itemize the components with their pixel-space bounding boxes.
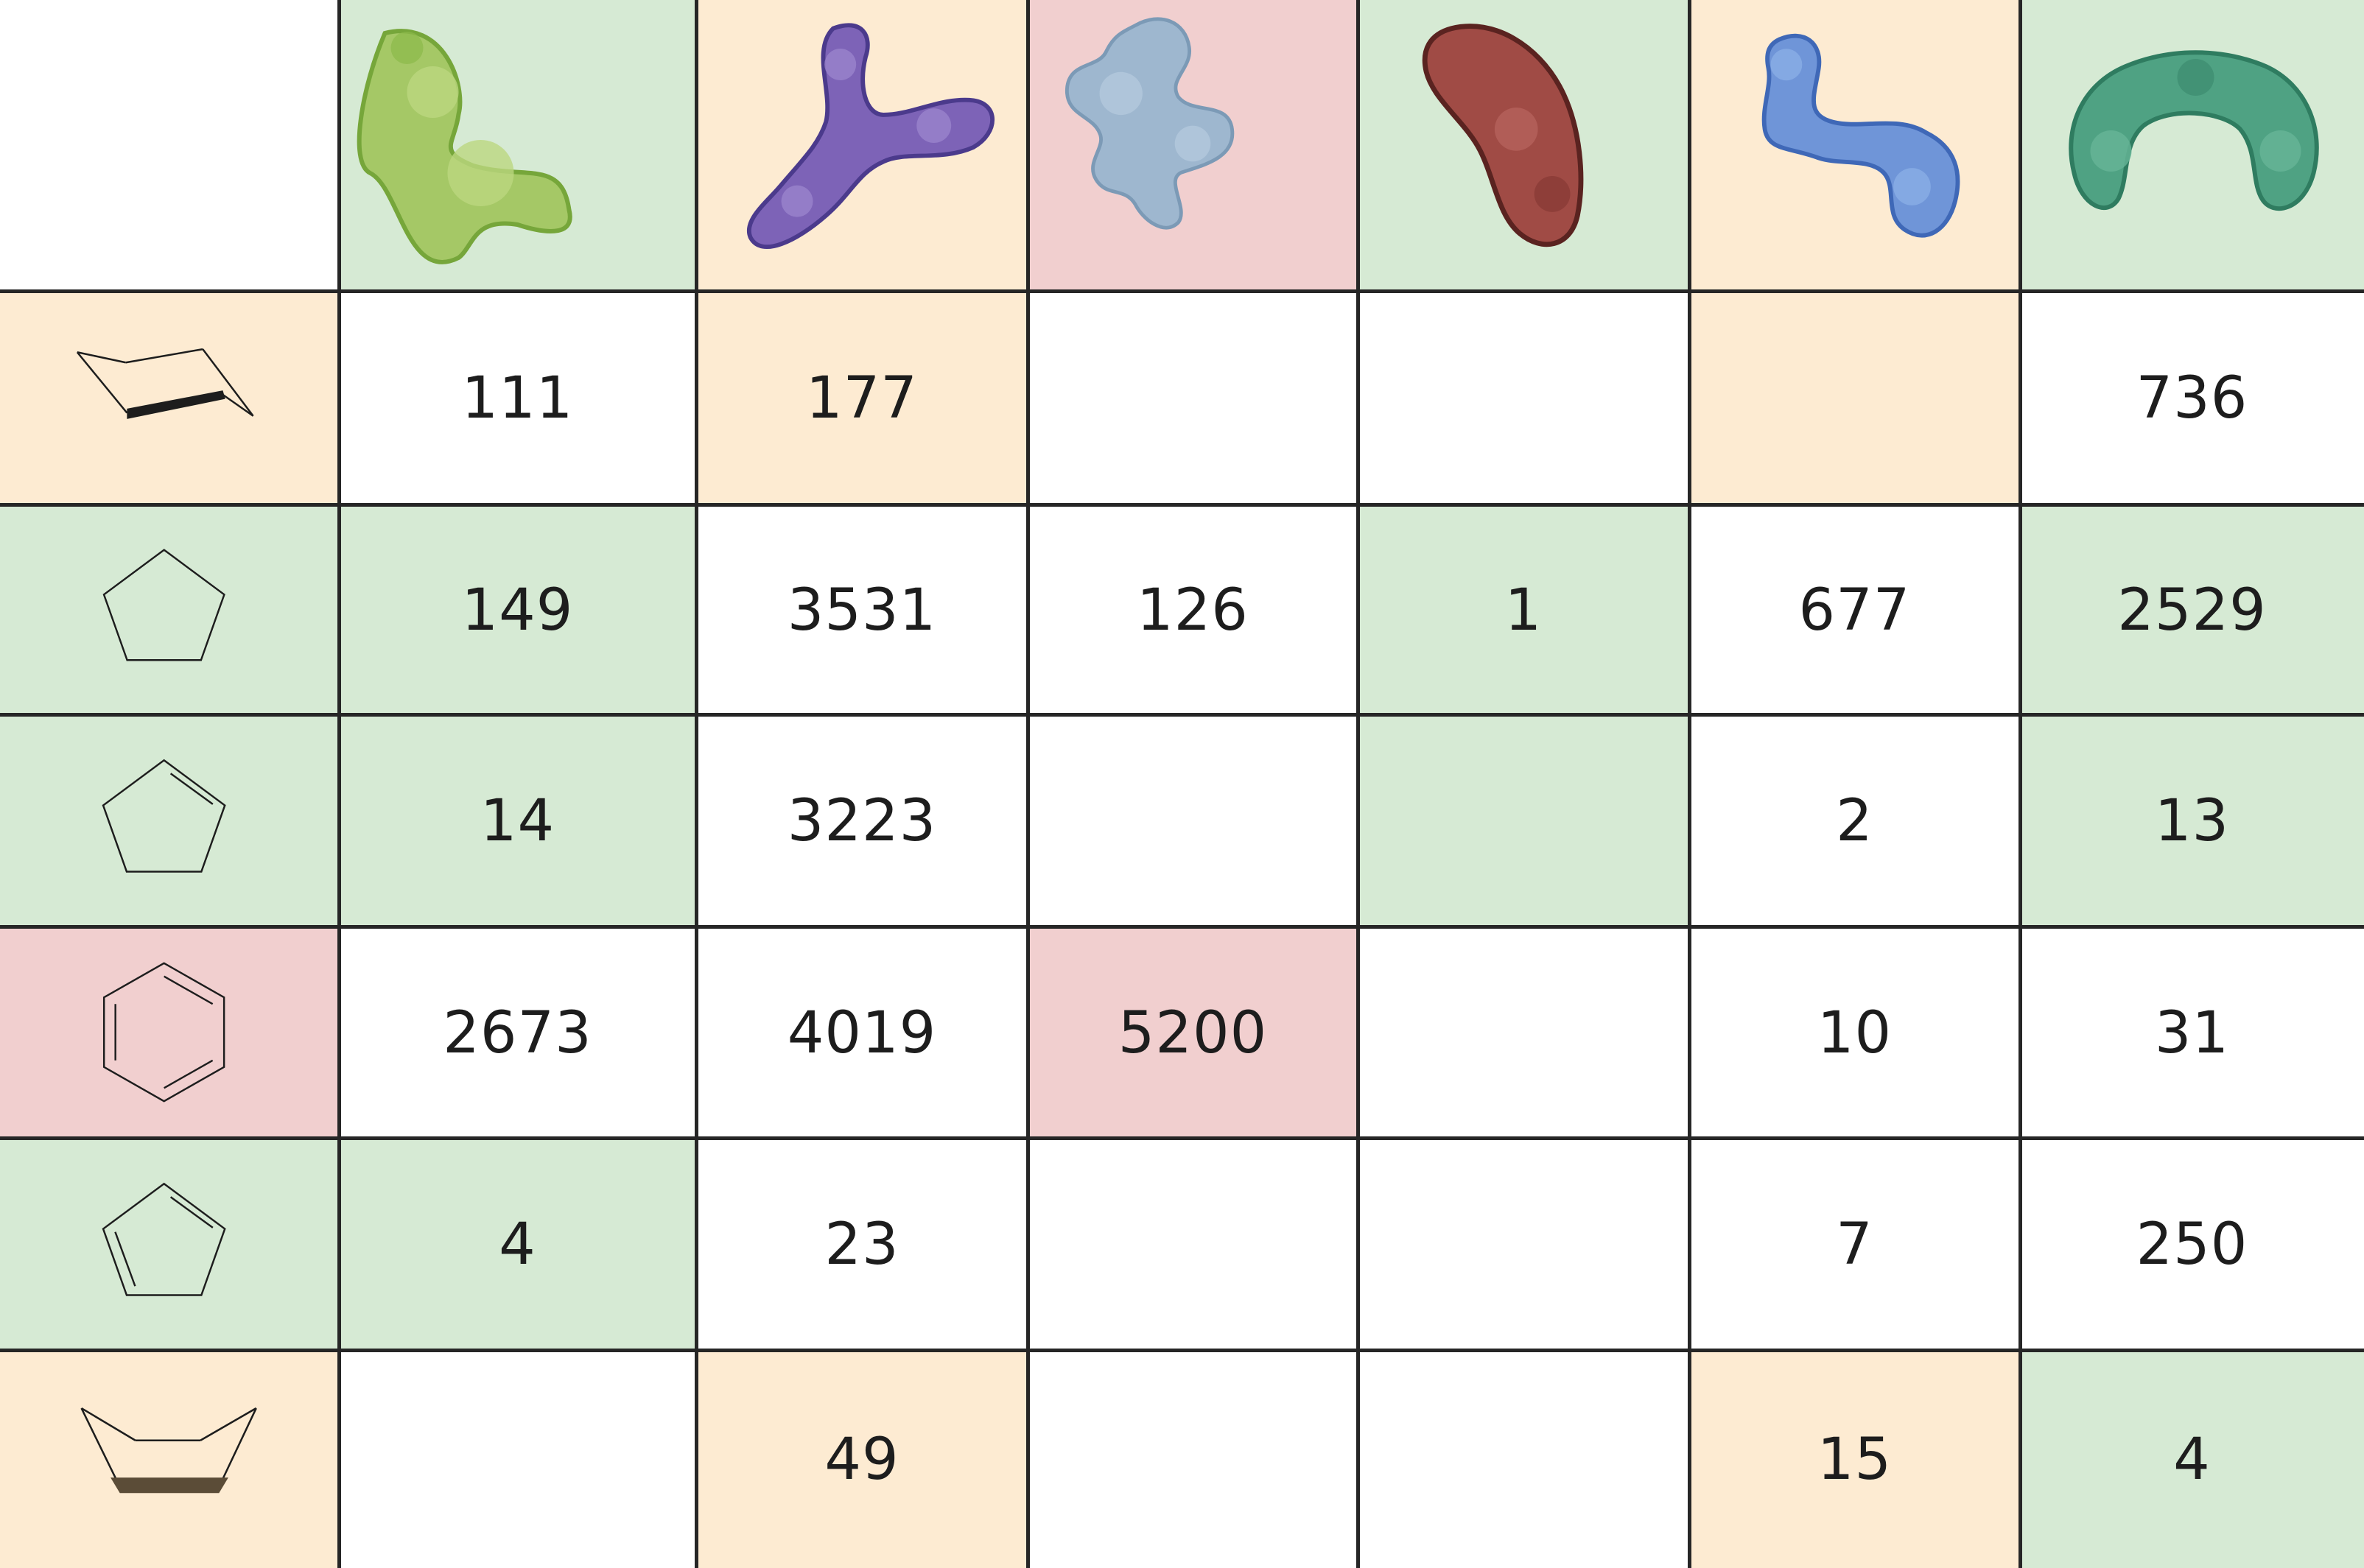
blue-protein-icon bbox=[1065, 17, 1235, 230]
table-cell bbox=[1028, 714, 1358, 927]
grid-line-vertical bbox=[1356, 0, 1360, 1568]
table-cell: 13 bbox=[2020, 714, 2364, 927]
grid-line-horizontal bbox=[0, 289, 2364, 293]
row-header-cell bbox=[0, 1138, 339, 1350]
table-cell: 177 bbox=[696, 291, 1028, 504]
table-cell bbox=[1358, 927, 1689, 1138]
table-cell: 7 bbox=[1689, 1138, 2020, 1350]
table-cell: 2 bbox=[1689, 714, 2020, 927]
cell-value: 677 bbox=[1798, 577, 1911, 644]
cell-value: 126 bbox=[1137, 577, 1249, 644]
table-cell: 2529 bbox=[2020, 504, 2364, 714]
cell-value: 2529 bbox=[2117, 577, 2267, 644]
cell-value: 3223 bbox=[787, 788, 937, 854]
grid-line-vertical bbox=[2018, 0, 2022, 1568]
table-cell: 3531 bbox=[696, 504, 1028, 714]
table-cell: 23 bbox=[696, 1138, 1028, 1350]
row-header-cell bbox=[0, 1350, 339, 1568]
table-cell: 15 bbox=[1689, 1350, 2020, 1568]
table-cell: 49 bbox=[696, 1350, 1028, 1568]
table-cell bbox=[1358, 1138, 1689, 1350]
table-cell: 31 bbox=[2020, 927, 2364, 1138]
cell-value: 3531 bbox=[787, 577, 937, 644]
table-cell bbox=[1028, 291, 1358, 504]
table-cell: 4019 bbox=[696, 927, 1028, 1138]
cell-value: 13 bbox=[2154, 788, 2230, 854]
cell-value: 250 bbox=[2136, 1212, 2248, 1278]
table-cell bbox=[1358, 714, 1689, 927]
table-cell: 5200 bbox=[1028, 927, 1358, 1138]
row-header-cell bbox=[0, 291, 339, 504]
cell-value: 2 bbox=[1836, 788, 1873, 854]
table-cell bbox=[1028, 1350, 1358, 1568]
grid-line-horizontal bbox=[0, 1349, 2364, 1352]
cell-value: 736 bbox=[2136, 365, 2248, 432]
table-cell: 3223 bbox=[696, 714, 1028, 927]
table-cell: 4 bbox=[339, 1138, 696, 1350]
cell-value: 10 bbox=[1817, 999, 1893, 1066]
table-cell bbox=[339, 1350, 696, 1568]
row-header-cell bbox=[0, 504, 339, 714]
grid-line-vertical bbox=[337, 0, 341, 1568]
red-protein-icon bbox=[1422, 24, 1584, 247]
table-cell: 4 bbox=[2020, 1350, 2364, 1568]
cell-value: 111 bbox=[461, 365, 574, 432]
grid-line-horizontal bbox=[0, 503, 2364, 507]
cell-value: 177 bbox=[806, 365, 918, 432]
cell-value: 2673 bbox=[443, 999, 592, 1066]
grid-line-horizontal bbox=[0, 925, 2364, 929]
row-header-cell bbox=[0, 927, 339, 1138]
green-protein-icon bbox=[357, 29, 572, 264]
corner-cell bbox=[0, 0, 339, 291]
cell-value: 49 bbox=[824, 1427, 899, 1493]
table-cell: 149 bbox=[339, 504, 696, 714]
table-cell bbox=[1358, 1350, 1689, 1568]
cell-value: 7 bbox=[1836, 1212, 1873, 1278]
table-cell: 2673 bbox=[339, 927, 696, 1138]
cyclopentadiene-icon bbox=[102, 1182, 226, 1296]
cell-value: 4 bbox=[2173, 1427, 2211, 1493]
benzene-icon bbox=[102, 962, 225, 1103]
grid-line-vertical bbox=[695, 0, 698, 1568]
table-cell: 126 bbox=[1028, 504, 1358, 714]
cyclohexane-boat-icon bbox=[80, 1407, 257, 1494]
cell-value: 15 bbox=[1817, 1427, 1893, 1493]
table-cell: 736 bbox=[2020, 291, 2364, 504]
grid-line-horizontal bbox=[0, 1136, 2364, 1140]
cell-value: 5200 bbox=[1118, 999, 1268, 1066]
teal-protein-icon bbox=[2069, 50, 2319, 211]
cell-value: 4 bbox=[499, 1212, 536, 1278]
cell-value: 4019 bbox=[787, 999, 937, 1066]
grid-line-vertical bbox=[1688, 0, 1691, 1568]
table-cell bbox=[1028, 1138, 1358, 1350]
table-cell: 10 bbox=[1689, 927, 2020, 1138]
cyclopentane-icon bbox=[102, 549, 225, 661]
cell-value: 31 bbox=[2154, 999, 2230, 1066]
table-cell: 14 bbox=[339, 714, 696, 927]
grid-line-horizontal bbox=[0, 713, 2364, 717]
cell-value: 1 bbox=[1504, 577, 1543, 644]
grid-line-vertical bbox=[1026, 0, 1030, 1568]
table-cell: 111 bbox=[339, 291, 696, 504]
table-cell: 677 bbox=[1689, 504, 2020, 714]
cyclohexane-chair-icon bbox=[76, 348, 254, 419]
row-header-cell bbox=[0, 714, 339, 927]
table-cell: 1 bbox=[1358, 504, 1689, 714]
table-cell bbox=[1358, 291, 1689, 504]
cell-value: 23 bbox=[824, 1212, 899, 1278]
cyclopentene-icon bbox=[102, 759, 226, 873]
cell-value: 14 bbox=[480, 788, 555, 854]
purple-antibody-icon bbox=[746, 23, 995, 250]
table-cell: 250 bbox=[2020, 1138, 2364, 1350]
blue-chain-protein-icon bbox=[1761, 33, 1960, 238]
table-cell bbox=[1689, 291, 2020, 504]
cell-value: 149 bbox=[461, 577, 574, 644]
